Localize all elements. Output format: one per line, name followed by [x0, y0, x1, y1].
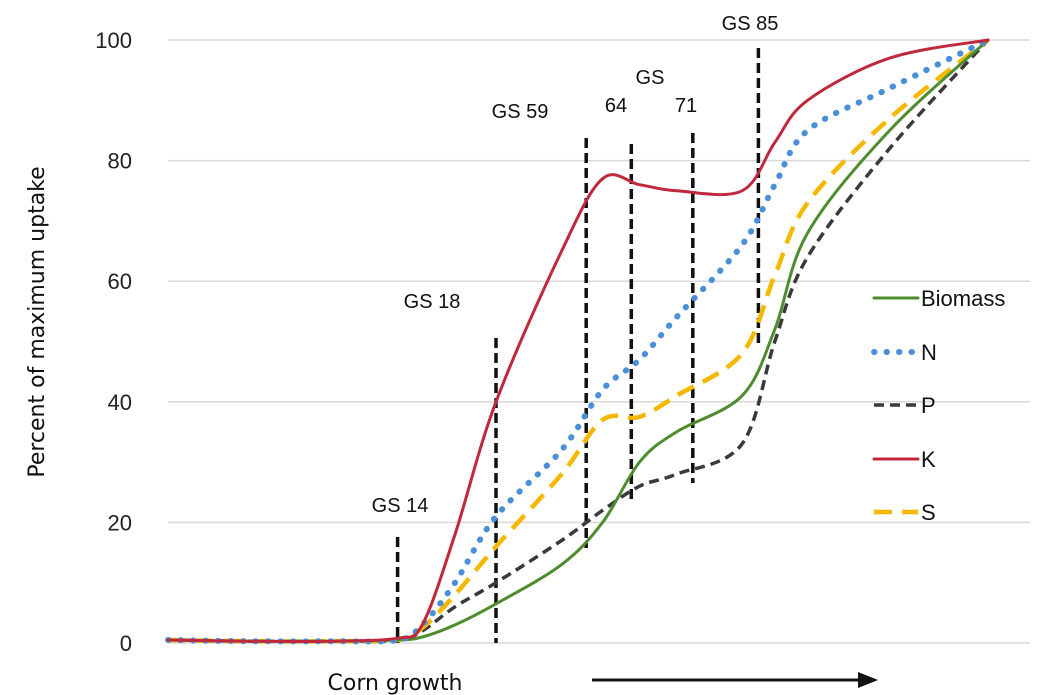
grid	[168, 39, 1030, 644]
stage-labels: GS 14 GS 18 GS 59 64 71 GS 85 GS	[372, 13, 779, 517]
series-line-biomass	[166, 38, 990, 643]
y-tick-label: 40	[108, 390, 132, 415]
stage-marker-label: GS 18	[404, 291, 461, 313]
legend-label-k: K	[921, 447, 936, 472]
y-tick-label: 80	[108, 149, 132, 174]
series-line-s	[167, 38, 990, 644]
stage-marker-label: GS 14	[372, 495, 429, 517]
x-axis-arrow	[592, 672, 878, 688]
x-axis-label: Corn growth	[328, 671, 463, 695]
y-axis-ticks: 0 20 40 60 80 100	[95, 28, 132, 656]
stage-marker-label: 64	[605, 95, 627, 117]
legend-label-biomass: Biomass	[921, 286, 1005, 311]
y-axis-label: Percent of maximum uptake	[25, 166, 50, 477]
stage-marker-label: GS 85	[722, 13, 779, 35]
stage-marker-label: GS	[636, 67, 665, 89]
y-tick-label: 60	[108, 269, 132, 294]
legend-label-p: P	[921, 393, 936, 418]
y-tick-label: 100	[95, 28, 132, 53]
series-lines	[165, 37, 991, 645]
stage-marker-label: GS 59	[492, 101, 549, 123]
y-tick-label: 0	[120, 631, 132, 656]
legend-label-s: S	[921, 500, 936, 525]
stage-markers	[395, 48, 761, 643]
series-line-k	[166, 38, 990, 643]
legend-label-n: N	[921, 340, 937, 365]
y-tick-label: 20	[108, 510, 132, 535]
stage-marker-label: 71	[675, 95, 697, 117]
legend: Biomass N P K S	[871, 286, 1005, 525]
